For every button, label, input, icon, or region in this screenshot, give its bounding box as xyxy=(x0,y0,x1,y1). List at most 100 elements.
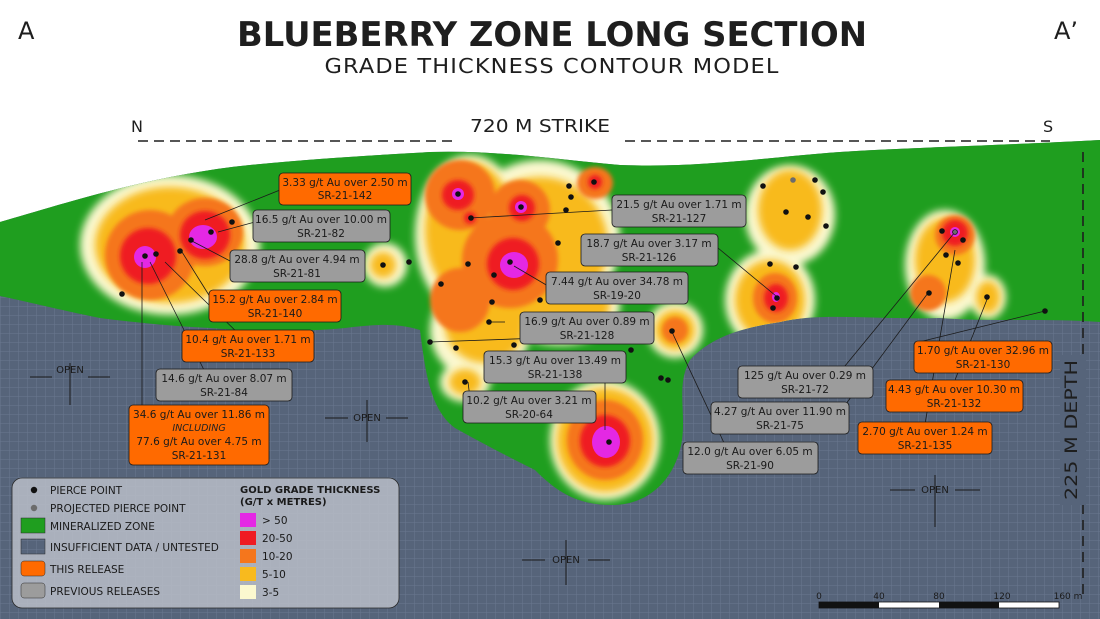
legend-previous-releases: PREVIOUS RELEASES xyxy=(50,586,160,598)
svg-text:SR-21-132: SR-21-132 xyxy=(927,398,982,410)
legend-grade-title: GOLD GRADE THICKNESS xyxy=(240,485,380,496)
callout-sr-21-138: 15.3 g/t Au over 13.49 m SR-21-138 xyxy=(483,350,627,384)
legend-insufficient-data: INSUFFICIENT DATA / UNTESTED xyxy=(50,542,219,554)
svg-text:SR-21-133: SR-21-133 xyxy=(221,348,276,360)
svg-text:SR-21-130: SR-21-130 xyxy=(956,359,1011,371)
svg-text:7.44 g/t Au over 34.78 m: 7.44 g/t Au over 34.78 m xyxy=(551,276,683,288)
legend-mineralized-zone: MINERALIZED ZONE xyxy=(50,521,155,533)
callout-sr-21-81: 28.8 g/t Au over 4.94 m SR-21-81 xyxy=(229,249,366,283)
open-label-1: OPEN xyxy=(56,365,84,376)
svg-text:SR-21-138: SR-21-138 xyxy=(528,369,583,381)
svg-text:1.70 g/t Au over 32.96 m: 1.70 g/t Au over 32.96 m xyxy=(917,345,1049,357)
callout-sr-21-84: 14.6 g/t Au over 8.07 m SR-21-84 xyxy=(155,368,293,402)
svg-text:10.2 g/t Au over 3.21 m: 10.2 g/t Au over 3.21 m xyxy=(466,395,591,407)
scale-tick-120: 120 xyxy=(993,592,1010,602)
legend-pierce-point: PIERCE POINT xyxy=(50,485,123,497)
svg-text:10.4 g/t Au over 1.71 m: 10.4 g/t Au over 1.71 m xyxy=(185,334,310,346)
svg-text:34.6 g/t Au over 11.86 m: 34.6 g/t Au over 11.86 m xyxy=(133,409,265,421)
pierce-points xyxy=(119,177,1048,445)
scale-tick-80: 80 xyxy=(933,592,945,602)
south-label: S xyxy=(1043,117,1053,136)
scale-tick-40: 40 xyxy=(873,592,885,602)
svg-text:SR-21-142: SR-21-142 xyxy=(318,190,373,202)
callout-sr-21-142: 3.33 g/t Au over 2.50 mSR-21-142 xyxy=(278,172,412,206)
scale-tick-0: 0 xyxy=(816,592,822,602)
page-title: BLUEBERRY ZONE LONG SECTION xyxy=(237,15,867,55)
svg-text:SR-21-131: SR-21-131 xyxy=(172,450,227,462)
callout-sr-21-75: 4.27 g/t Au over 11.90 m SR-21-75 xyxy=(710,401,850,435)
open-marker-2 xyxy=(325,400,408,442)
projected-pierce-points xyxy=(790,177,957,234)
callout-sr-21-82: 16.5 g/t Au over 10.00 m SR-21-82 xyxy=(252,209,391,243)
open-marker-1 xyxy=(30,363,110,405)
svg-text:SR-21-72: SR-21-72 xyxy=(781,384,829,396)
callout-sr-20-64: 10.2 g/t Au over 3.21 m SR-20-64 xyxy=(462,390,597,424)
open-label-3: OPEN xyxy=(921,485,949,496)
svg-text:16.5 g/t Au over 10.00 m: 16.5 g/t Au over 10.00 m xyxy=(255,214,387,226)
svg-text:SR-21-140: SR-21-140 xyxy=(248,308,303,320)
open-label-2: OPEN xyxy=(353,413,381,424)
callout-sr-21-90: 12.0 g/t Au over 6.05 m SR-21-90 xyxy=(682,441,819,475)
callout-sr-21-133: 10.4 g/t Au over 1.71 m SR-21-133 xyxy=(181,329,315,363)
svg-text:SR-21-75: SR-21-75 xyxy=(756,420,804,432)
scale-bar: 0 40 80 120 160 m xyxy=(816,592,1083,609)
callout-sr-21-131: 34.6 g/t Au over 11.86 m INCLUDING 77.6 g… xyxy=(128,404,270,466)
svg-text:SR-21-128: SR-21-128 xyxy=(560,330,615,342)
svg-text:2.70 g/t Au over 1.24 m: 2.70 g/t Au over 1.24 m xyxy=(862,426,987,438)
svg-text:21.5 g/t Au over 1.71 m: 21.5 g/t Au over 1.71 m xyxy=(616,199,741,211)
page-subtitle: GRADE THICKNESS CONTOUR MODEL xyxy=(325,54,780,78)
scale-tick-160: 160 m xyxy=(1054,592,1083,602)
legend-grade-subtitle: (G/T x METRES) xyxy=(240,497,327,508)
callouts: 3.33 g/t Au over 2.50 mSR-21-142 16.5 g/… xyxy=(128,172,1053,475)
svg-text:SR-20-64: SR-20-64 xyxy=(505,409,553,421)
open-marker-3 xyxy=(890,475,980,527)
callout-sr-21-140: 15.2 g/t Au over 2.84 m SR-21-140 xyxy=(208,289,342,323)
svg-text:125 g/t Au over 0.29 m: 125 g/t Au over 0.29 m xyxy=(744,370,866,382)
depth-label: 225 M DEPTH xyxy=(1062,360,1082,500)
svg-text:SR-21-126: SR-21-126 xyxy=(622,252,677,264)
svg-text:12.0 g/t Au over 6.05 m: 12.0 g/t Au over 6.05 m xyxy=(687,446,812,458)
open-markers xyxy=(30,363,980,585)
callout-sr-21-72: 125 g/t Au over 0.29 m SR-21-72 xyxy=(737,365,874,399)
corner-label-a: A xyxy=(18,17,35,45)
svg-text:INCLUDING: INCLUDING xyxy=(172,423,225,434)
svg-text:16.9 g/t Au over 0.89 m: 16.9 g/t Au over 0.89 m xyxy=(524,316,649,328)
legend-grade-5-10: 5-10 xyxy=(262,569,286,581)
callout-sr-21-132: 4.43 g/t Au over 10.30 m SR-21-132 xyxy=(885,379,1024,413)
svg-text:4.43 g/t Au over 10.30 m: 4.43 g/t Au over 10.30 m xyxy=(888,384,1020,396)
legend-grade-10-20: 10-20 xyxy=(262,551,293,563)
legend-grade-3-5: 3-5 xyxy=(262,587,279,599)
callout-sr-21-130: 1.70 g/t Au over 32.96 m SR-21-130 xyxy=(913,340,1053,374)
svg-text:3.33 g/t Au over 2.50 m: 3.33 g/t Au over 2.50 m xyxy=(282,177,407,189)
legend: PIERCE POINT PROJECTED PIERCE POINT MINE… xyxy=(11,477,400,609)
legend-grade-gt50: > 50 xyxy=(262,515,288,527)
svg-text:SR-21-84: SR-21-84 xyxy=(200,387,248,399)
callout-sr-21-135: 2.70 g/t Au over 1.24 m SR-21-135 xyxy=(857,421,993,455)
svg-text:18.7 g/t Au over 3.17 m: 18.7 g/t Au over 3.17 m xyxy=(586,238,711,250)
svg-text:14.6 g/t Au over 8.07 m: 14.6 g/t Au over 8.07 m xyxy=(161,373,286,385)
svg-text:SR-19-20: SR-19-20 xyxy=(593,290,641,302)
open-marker-4 xyxy=(522,540,610,585)
callout-sr-21-127: 21.5 g/t Au over 1.71 m SR-21-127 xyxy=(611,194,747,228)
svg-text:SR-21-82: SR-21-82 xyxy=(297,228,345,240)
svg-text:SR-21-90: SR-21-90 xyxy=(726,460,774,472)
svg-text:SR-21-135: SR-21-135 xyxy=(898,440,953,452)
corner-label-a-prime: A’ xyxy=(1054,17,1078,45)
strike-label: 720 M STRIKE xyxy=(470,116,610,137)
svg-text:SR-21-127: SR-21-127 xyxy=(652,213,707,225)
legend-grade-20-50: 20-50 xyxy=(262,533,293,545)
svg-text:15.2 g/t Au over 2.84 m: 15.2 g/t Au over 2.84 m xyxy=(212,294,337,306)
legend-projected-pierce-point: PROJECTED PIERCE POINT xyxy=(50,503,186,515)
legend-this-release: THIS RELEASE xyxy=(49,564,124,576)
svg-text:28.8 g/t Au over 4.94 m: 28.8 g/t Au over 4.94 m xyxy=(234,254,359,266)
header-background xyxy=(0,0,1100,222)
callout-sr-21-126: 18.7 g/t Au over 3.17 m SR-21-126 xyxy=(580,233,719,267)
callout-sr-19-20: 7.44 g/t Au over 34.78 m SR-19-20 xyxy=(545,271,689,305)
open-label-4: OPEN xyxy=(552,555,580,566)
svg-text:15.3 g/t Au over 13.49 m: 15.3 g/t Au over 13.49 m xyxy=(489,355,621,367)
svg-text:77.6 g/t Au over 4.75 m: 77.6 g/t Au over 4.75 m xyxy=(136,436,261,448)
svg-text:4.27 g/t Au over 11.90 m: 4.27 g/t Au over 11.90 m xyxy=(714,406,846,418)
svg-text:SR-21-81: SR-21-81 xyxy=(273,268,321,280)
callout-sr-21-128: 16.9 g/t Au over 0.89 m SR-21-128 xyxy=(519,311,655,345)
